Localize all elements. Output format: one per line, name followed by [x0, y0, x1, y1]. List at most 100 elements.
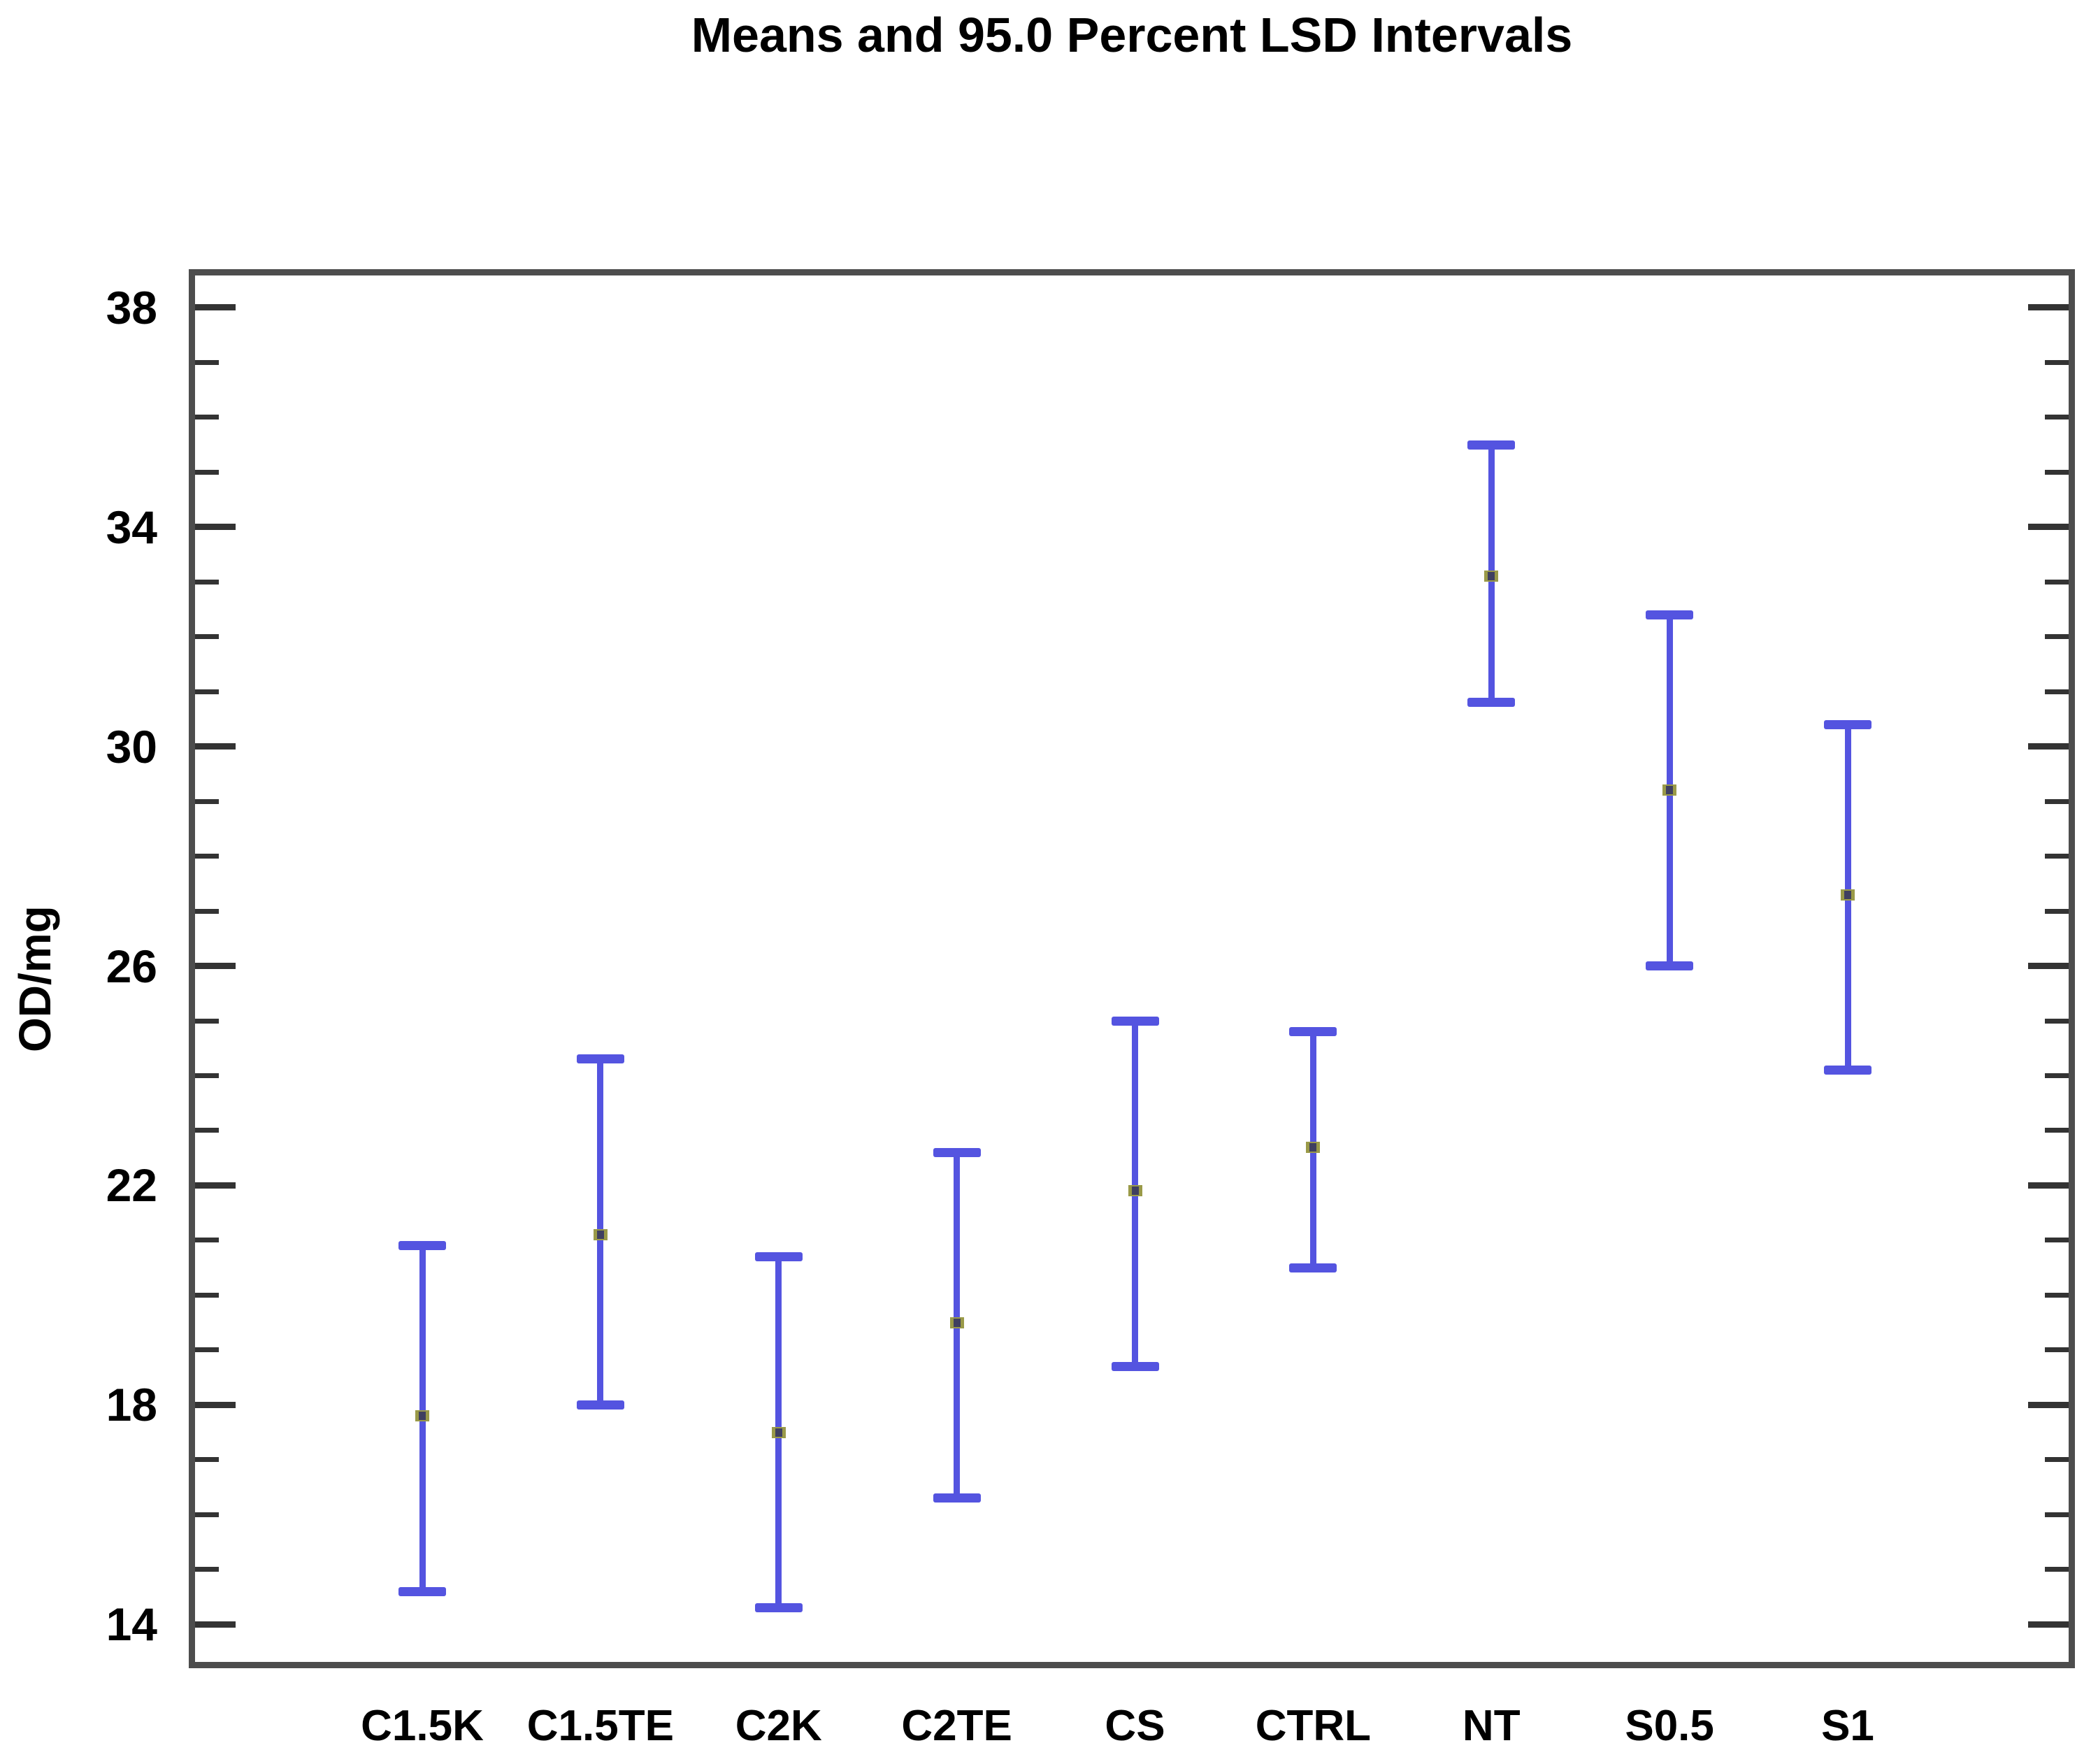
- y-tick-major: [2028, 524, 2069, 531]
- mean-point-CTRL: [1306, 1141, 1321, 1153]
- x-category-label: C2K: [735, 1702, 822, 1750]
- y-tick-minor: [195, 908, 219, 914]
- error-bar-cap-top-CS: [1111, 1016, 1159, 1026]
- x-category-label: NT: [1462, 1702, 1521, 1750]
- x-category-label: C1.5K: [361, 1702, 484, 1750]
- y-tick-minor: [195, 1347, 219, 1353]
- y-tick-minor: [2045, 689, 2069, 694]
- error-bar-cap-top-C2K: [754, 1252, 803, 1261]
- y-tick-minor: [195, 1128, 219, 1133]
- error-bar-cap-top-S1: [1824, 719, 1871, 729]
- y-tick-minor: [195, 1567, 219, 1572]
- x-category-label: C1.5TE: [526, 1702, 674, 1750]
- y-tick-minor: [195, 1457, 219, 1463]
- mean-point-core-S1: [1844, 890, 1851, 899]
- mean-point-core-CTRL: [1309, 1142, 1317, 1152]
- y-tick-minor: [195, 469, 219, 475]
- y-tick-minor: [195, 689, 219, 694]
- y-tick-major: [195, 743, 236, 750]
- y-tick-minor: [2045, 854, 2069, 859]
- error-bar-cap-bottom-CTRL: [1289, 1263, 1337, 1272]
- mean-point-C2TE: [949, 1317, 964, 1328]
- mean-point-core-S0.5: [1666, 786, 1674, 795]
- y-tick-label: 18: [106, 1379, 157, 1431]
- y-tick-label: 22: [106, 1159, 157, 1212]
- y-tick-minor: [2045, 908, 2069, 914]
- y-tick-major: [195, 524, 236, 531]
- y-tick-minor: [2045, 798, 2069, 804]
- y-tick-minor: [195, 1073, 219, 1079]
- y-tick-major: [2028, 1182, 2069, 1189]
- x-category-label: CTRL: [1255, 1702, 1372, 1750]
- y-tick-minor: [2045, 1347, 2069, 1353]
- error-bar-cap-bottom-S0.5: [1646, 961, 1694, 971]
- x-category-label: CS: [1105, 1702, 1165, 1750]
- y-tick-minor: [2045, 1567, 2069, 1572]
- mean-point-C1.5TE: [593, 1229, 608, 1241]
- error-bar-cap-top-C1.5TE: [576, 1054, 624, 1064]
- y-tick-minor: [2045, 359, 2069, 365]
- error-bar-cap-top-NT: [1467, 440, 1516, 450]
- error-bar-cap-bottom-C2K: [754, 1603, 803, 1613]
- mean-point-C2K: [771, 1426, 786, 1438]
- y-tick-major: [195, 304, 236, 311]
- mean-point-core-C1.5K: [419, 1412, 426, 1421]
- x-category-label: C2TE: [901, 1702, 1012, 1750]
- y-tick-label: 38: [106, 281, 157, 334]
- y-tick-minor: [195, 798, 219, 804]
- y-tick-minor: [2045, 579, 2069, 585]
- y-tick-major: [2028, 304, 2069, 311]
- mean-point-core-NT: [1488, 572, 1495, 581]
- mean-point-core-C2K: [775, 1428, 782, 1437]
- y-tick-minor: [2045, 1238, 2069, 1243]
- mean-point-core-C1.5TE: [596, 1231, 604, 1240]
- y-tick-minor: [2045, 1457, 2069, 1463]
- y-tick-label: 30: [106, 720, 157, 773]
- mean-point-core-CS: [1131, 1186, 1139, 1196]
- error-bar-cap-bottom-NT: [1467, 698, 1516, 708]
- y-tick-label: 26: [106, 940, 157, 992]
- error-bar-cap-bottom-C1.5TE: [576, 1400, 624, 1410]
- y-tick-major: [2028, 1401, 2069, 1408]
- y-tick-minor: [195, 854, 219, 859]
- y-tick-minor: [2045, 469, 2069, 475]
- y-tick-major: [2028, 1621, 2069, 1628]
- mean-point-S1: [1841, 889, 1855, 901]
- y-tick-major: [195, 963, 236, 970]
- error-bar-cap-bottom-C2TE: [933, 1493, 981, 1503]
- y-tick-minor: [2045, 1128, 2069, 1133]
- y-tick-major: [195, 1182, 236, 1189]
- y-tick-minor: [195, 579, 219, 585]
- y-tick-minor: [195, 1512, 219, 1517]
- y-tick-major: [195, 1621, 236, 1628]
- mean-point-C1.5K: [415, 1410, 429, 1422]
- mean-point-CS: [1128, 1185, 1142, 1197]
- y-tick-label: 34: [106, 501, 157, 553]
- plot-area: [189, 269, 2075, 1668]
- x-category-label: S1: [1821, 1702, 1874, 1750]
- error-bar-cap-top-CTRL: [1289, 1027, 1337, 1037]
- y-tick-minor: [195, 1292, 219, 1298]
- y-tick-minor: [2045, 1292, 2069, 1298]
- y-tick-minor: [195, 415, 219, 420]
- y-tick-minor: [195, 359, 219, 365]
- y-tick-minor: [195, 1238, 219, 1243]
- x-category-label: S0.5: [1625, 1702, 1714, 1750]
- y-tick-minor: [2045, 415, 2069, 420]
- y-tick-minor: [2045, 1512, 2069, 1517]
- y-tick-minor: [2045, 634, 2069, 640]
- mean-point-core-C2TE: [953, 1318, 961, 1327]
- error-bar-cap-top-C2TE: [933, 1147, 981, 1157]
- y-tick-minor: [2045, 1073, 2069, 1079]
- mean-point-S0.5: [1662, 784, 1677, 796]
- y-tick-minor: [2045, 1018, 2069, 1024]
- error-bar-cap-bottom-CS: [1111, 1361, 1159, 1371]
- y-tick-minor: [195, 1018, 219, 1024]
- error-bar-cap-bottom-S1: [1824, 1066, 1871, 1075]
- y-tick-major: [195, 1401, 236, 1408]
- y-tick-major: [2028, 743, 2069, 750]
- y-tick-label: 14: [106, 1598, 157, 1651]
- y-tick-major: [2028, 963, 2069, 970]
- y-tick-minor: [195, 634, 219, 640]
